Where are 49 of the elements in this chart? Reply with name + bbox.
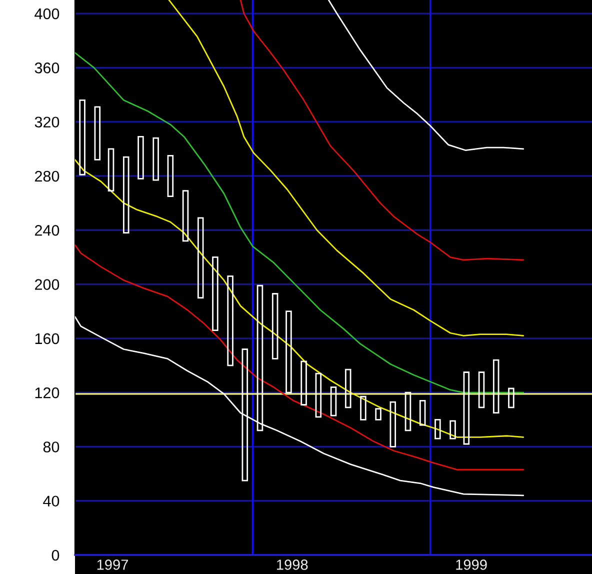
bar — [344, 368, 352, 408]
y-tick-label: 360 — [34, 62, 60, 74]
bar — [108, 148, 114, 192]
bar — [330, 386, 337, 416]
line-series — [75, 52, 524, 394]
bar — [404, 392, 412, 432]
bar — [212, 256, 218, 331]
bar — [300, 360, 307, 406]
line-series — [328, 0, 524, 151]
bar — [450, 420, 456, 440]
bar — [138, 136, 144, 180]
y-tick-label: 40 — [43, 496, 60, 507]
x-tick-label: 1997 — [97, 560, 128, 570]
y-tick-label: 120 — [35, 387, 60, 398]
x-tick-label: 1999 — [456, 560, 487, 570]
line-series — [75, 159, 524, 438]
y-tick-label: 280 — [35, 170, 60, 182]
bar — [94, 106, 101, 160]
bar — [390, 401, 396, 448]
bar — [122, 156, 130, 234]
y-tick-label: 80 — [43, 442, 60, 452]
y-tick-label: 240 — [35, 224, 60, 236]
bar — [182, 190, 189, 242]
bar — [152, 137, 159, 181]
bar — [463, 372, 470, 445]
bar — [419, 400, 426, 426]
bar — [508, 388, 514, 408]
y-tick-label: 400 — [34, 8, 60, 20]
y-tick-label: 0 — [52, 550, 60, 561]
bar — [167, 154, 174, 197]
x-tick-label: 1998 — [277, 560, 308, 570]
bar — [492, 359, 500, 414]
line-series — [240, 0, 524, 261]
bar — [478, 372, 485, 408]
bar — [286, 310, 292, 394]
bar — [375, 408, 382, 420]
y-tick-label: 320 — [34, 116, 60, 128]
line-series — [168, 0, 524, 336]
bar — [227, 275, 234, 366]
bar — [79, 99, 86, 176]
bar — [272, 293, 278, 360]
bar — [197, 217, 204, 298]
line-series — [75, 244, 524, 470]
bar — [360, 396, 366, 420]
y-tick-label: 160 — [35, 333, 60, 344]
y-tick-label: 200 — [35, 279, 60, 290]
bar — [315, 372, 322, 418]
bar — [242, 348, 248, 482]
bar — [434, 418, 441, 440]
